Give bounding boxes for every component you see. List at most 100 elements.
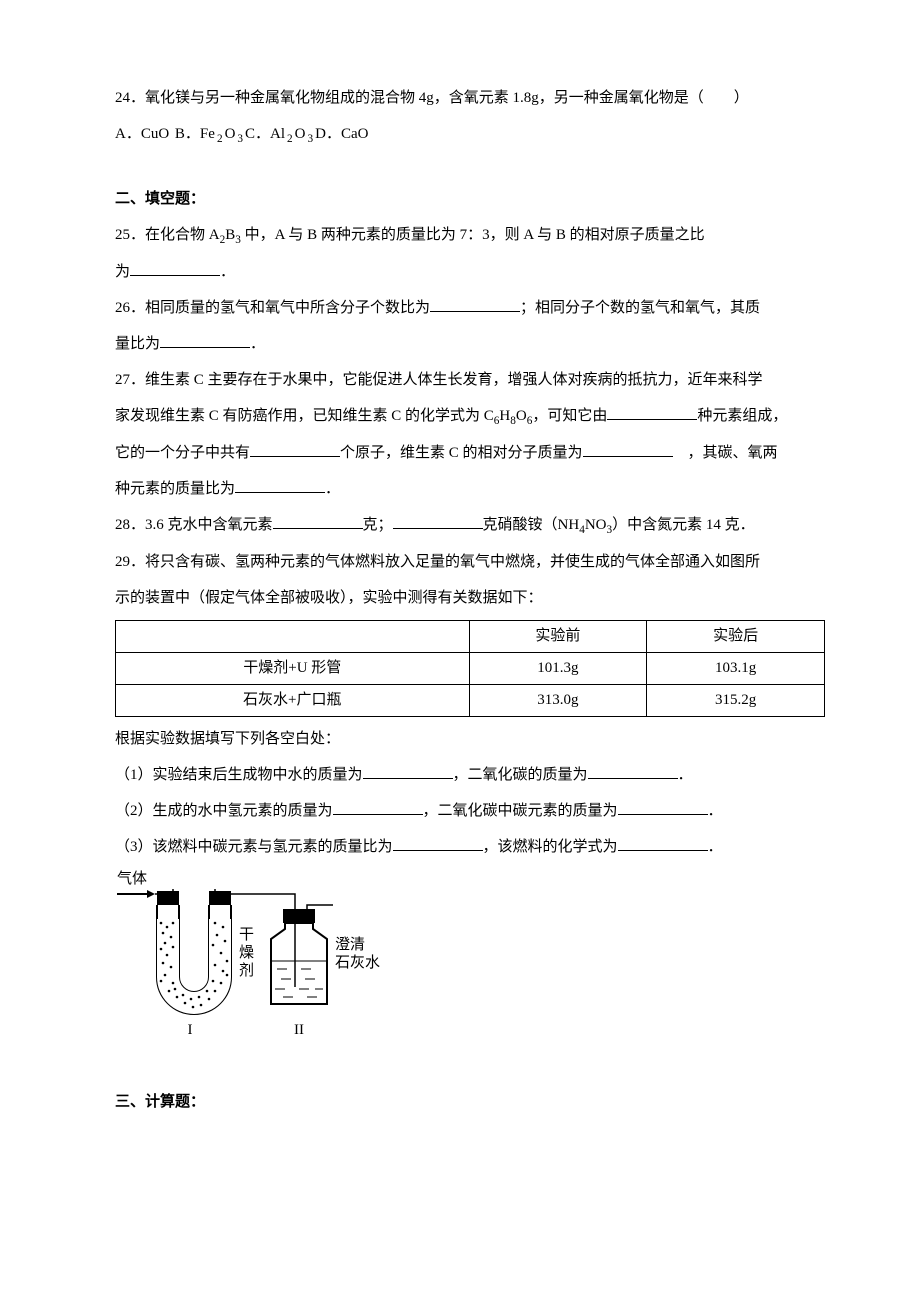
bottle-stopper-icon bbox=[283, 909, 315, 923]
q27-line4: 种元素的质量比为． bbox=[115, 471, 825, 507]
q28-b: 克； bbox=[363, 517, 393, 533]
section3-heading: 三、计算题： bbox=[115, 1084, 825, 1120]
q27-blank1 bbox=[607, 404, 697, 421]
q24-choice-a: A．CuO bbox=[115, 126, 173, 142]
r2c2: 313.0g bbox=[469, 685, 647, 717]
q24-choice-b-prefix: B．Fe bbox=[175, 126, 215, 142]
th-c1 bbox=[116, 621, 470, 653]
r1c1: 干燥剂+U 形管 bbox=[116, 653, 470, 685]
desiccant-label-2: 燥 bbox=[239, 944, 254, 961]
q26-d: ． bbox=[250, 336, 265, 352]
q29-p2: （2）生成的水中氢元素的质量为 ，二氧化碳中碳元素的质量为 ． bbox=[115, 793, 825, 829]
q27-a: 27．维生素 C 主要存在于水果中，它能促进人体生长发育，增强人体对疾病的抵抗力… bbox=[115, 372, 763, 388]
bottle-body bbox=[271, 923, 327, 1004]
lime-label-2: 石灰水 bbox=[335, 954, 380, 971]
q24: 24．氧化镁与另一种金属氧化物组成的混合物 4g，含氧元素 1.8g，另一种金属… bbox=[115, 80, 825, 116]
q29-p2-a: （2）生成的水中氢元素的质量为 bbox=[115, 803, 333, 819]
q27-line3: 它的一个分子中共有 个原子，维生素 C 的相对分子质量为 ，其碳、氧两 bbox=[115, 435, 825, 471]
q29-p2-c: ． bbox=[708, 803, 723, 819]
table-row-2: 石灰水+广口瓶 313.0g 315.2g bbox=[116, 685, 825, 717]
apparatus-diagram: 气体 bbox=[115, 869, 825, 1044]
stopper-left-icon bbox=[157, 891, 179, 905]
q28-c: 克硝酸铵（NH bbox=[483, 517, 580, 533]
q25-line1b: 中，A 与 B 两种元素的质量比为 7：3，则 A 与 B 的相对原子质量之比 bbox=[241, 227, 705, 243]
q28: 28．3.6 克水中含氧元素克；克硝酸铵（NH4NO3）中含氮元素 14 克． bbox=[115, 507, 825, 544]
q27-blank4 bbox=[235, 477, 325, 494]
q27-g: ，其碳、氧两 bbox=[673, 445, 778, 461]
q27-line1: 27．维生素 C 主要存在于水果中，它能促进人体生长发育，增强人体对疾病的抵抗力… bbox=[115, 362, 825, 398]
q27-blank3 bbox=[583, 441, 673, 458]
q27-i: ． bbox=[325, 481, 340, 497]
r2c3: 315.2g bbox=[647, 685, 825, 717]
q27-mid1: H bbox=[499, 408, 510, 424]
desiccant-label-3: 剂 bbox=[239, 962, 254, 979]
q27-f: 个原子，维生素 C 的相对分子质量为 bbox=[340, 445, 583, 461]
q29-table: 实验前 实验后 干燥剂+U 形管 101.3g 103.1g 石灰水+广口瓶 3… bbox=[115, 620, 825, 717]
q25-blank bbox=[130, 260, 220, 277]
q26-c: 量比为 bbox=[115, 336, 160, 352]
q29-p1-c: ． bbox=[678, 767, 693, 783]
q29-p3-b: ，该燃料的化学式为 bbox=[483, 839, 618, 855]
q28-blank1 bbox=[273, 513, 363, 530]
q29-intro-a: 29．将只含有碳、氢两种元素的气体燃料放入足量的氧气中燃烧，并使生成的气体全部通… bbox=[115, 544, 825, 580]
q28-a: 28．3.6 克水中含氧元素 bbox=[115, 517, 273, 533]
q29-p2-blank1 bbox=[333, 799, 423, 816]
q29-p1-blank2 bbox=[588, 763, 678, 780]
q28-e: ）中含氮元素 14 克． bbox=[612, 517, 755, 533]
q29-p1-a: （1）实验结束后生成物中水的质量为 bbox=[115, 767, 363, 783]
q24-c-sub1: 2 bbox=[287, 133, 293, 145]
stopper-right-icon bbox=[209, 891, 231, 905]
lime-label-1: 澄清 bbox=[335, 936, 365, 953]
q25-mid1: B bbox=[225, 227, 235, 243]
q29-p3-a: （3）该燃料中碳元素与氢元素的质量比为 bbox=[115, 839, 393, 855]
q25-line1a: 25．在化合物 A bbox=[115, 227, 220, 243]
q24-c-mid: O bbox=[295, 126, 306, 142]
q28-blank2 bbox=[393, 513, 483, 530]
q25-line2: 为． bbox=[115, 254, 825, 290]
q28-d: NO bbox=[585, 517, 607, 533]
section2-heading: 二、填空题： bbox=[115, 181, 825, 217]
q24-choices: A．CuO B．Fe2O3C．Al2O3D．CaO bbox=[115, 116, 825, 153]
q26: 26．相同质量的氢气和氧气中所含分子个数比为；相同分子个数的氢气和氧气，其质 bbox=[115, 290, 825, 326]
r1c2: 101.3g bbox=[469, 653, 647, 685]
q24-c-sub2: 3 bbox=[308, 133, 314, 145]
q29-intro-b: 示的装置中（假定气体全部被吸收），实验中测得有关数据如下： bbox=[115, 580, 825, 616]
q29-p2-blank2 bbox=[618, 799, 708, 816]
q29-p2-b: ，二氧化碳中碳元素的质量为 bbox=[423, 803, 618, 819]
q27-mid2: O bbox=[516, 408, 527, 424]
q29-after-table: 根据实验数据填写下列各空白处： bbox=[115, 721, 825, 757]
q25: 25．在化合物 A2B3 中，A 与 B 两种元素的质量比为 7：3，则 A 与… bbox=[115, 217, 825, 254]
q27-d: 种元素组成， bbox=[697, 408, 787, 424]
table-header-row: 实验前 实验后 bbox=[116, 621, 825, 653]
u-tube-inner bbox=[179, 905, 209, 992]
desiccant-fill-icon bbox=[155, 917, 235, 1017]
q27-blank2 bbox=[250, 441, 340, 458]
roman-2: II bbox=[294, 1022, 304, 1038]
q29-p3-blank2 bbox=[618, 835, 708, 852]
q24-b-sub2: 3 bbox=[237, 133, 243, 145]
q27-c: ，可知它由 bbox=[532, 408, 607, 424]
wide-mouth-bottle bbox=[271, 905, 333, 1004]
desiccant-label-1: 干 bbox=[239, 927, 254, 943]
q24-choice-c-prefix: C．Al bbox=[245, 126, 285, 142]
q26-blank2 bbox=[160, 332, 250, 349]
q27-line2: 家发现维生素 C 有防癌作用，已知维生素 C 的化学式为 C6H8O6，可知它由… bbox=[115, 398, 825, 435]
r1c3: 103.1g bbox=[647, 653, 825, 685]
q24-text: 24．氧化镁与另一种金属氧化物组成的混合物 4g，含氧元素 1.8g，另一种金属… bbox=[115, 90, 749, 106]
q29-p3-blank1 bbox=[393, 835, 483, 852]
th-c2: 实验前 bbox=[469, 621, 647, 653]
q29-p3-c: ． bbox=[708, 839, 723, 855]
q29-p1: （1）实验结束后生成物中水的质量为 ，二氧化碳的质量为 ． bbox=[115, 757, 825, 793]
q27-e: 它的一个分子中共有 bbox=[115, 445, 250, 461]
apparatus-svg: 气体 bbox=[115, 869, 395, 1044]
gas-label: 气体 bbox=[117, 870, 147, 887]
q24-choice-d: D．CaO bbox=[315, 126, 368, 142]
q26-line2: 量比为 ． bbox=[115, 326, 825, 362]
q29-p1-blank1 bbox=[363, 763, 453, 780]
q29-p1-b: ，二氧化碳的质量为 bbox=[453, 767, 588, 783]
gas-arrow-head-icon bbox=[147, 890, 155, 898]
q26-b: ；相同分子个数的氢气和氧气，其质 bbox=[520, 300, 760, 316]
roman-1: I bbox=[188, 1022, 193, 1038]
q24-b-mid: O bbox=[225, 126, 236, 142]
r2c1: 石灰水+广口瓶 bbox=[116, 685, 470, 717]
